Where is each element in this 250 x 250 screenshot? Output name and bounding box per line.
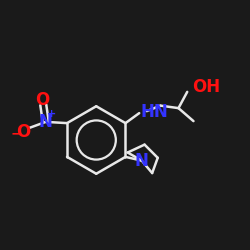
Text: OH: OH bbox=[192, 78, 220, 96]
Text: N: N bbox=[135, 152, 149, 170]
Text: +: + bbox=[47, 110, 56, 120]
Text: O: O bbox=[35, 91, 49, 110]
Text: N: N bbox=[39, 113, 53, 131]
Text: HN: HN bbox=[140, 103, 168, 121]
Text: −: − bbox=[10, 127, 22, 141]
Text: O: O bbox=[16, 123, 30, 141]
